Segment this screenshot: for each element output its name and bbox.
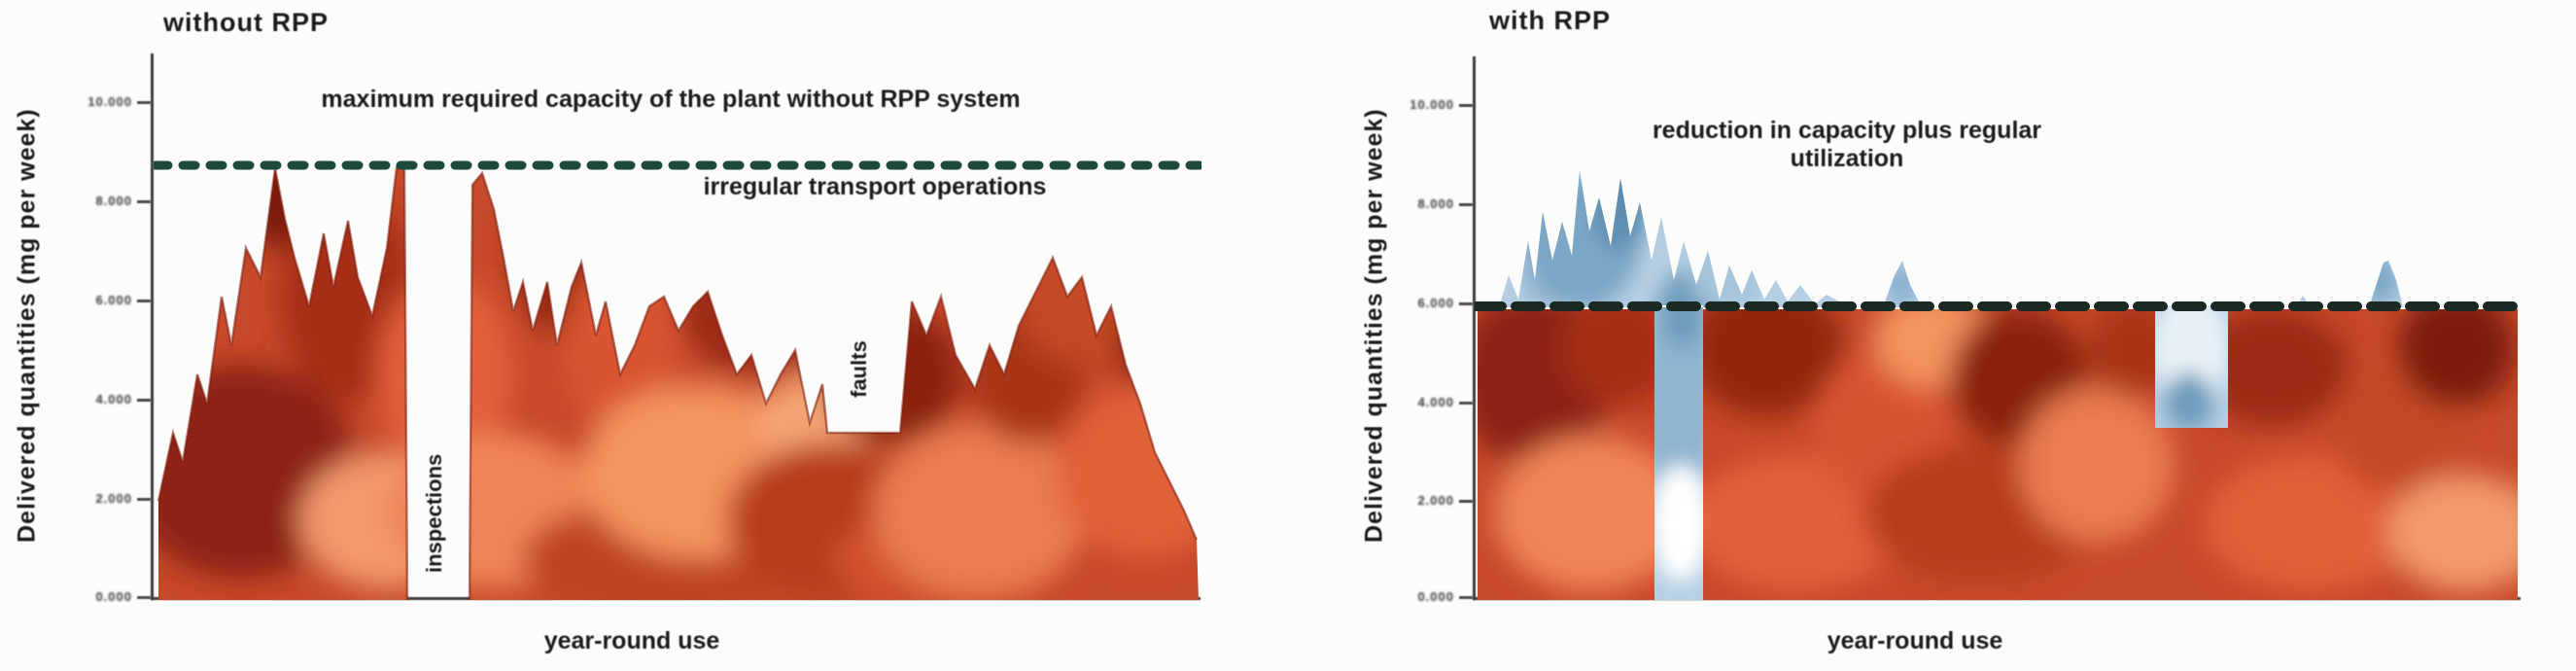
left-tick-mark (137, 200, 151, 203)
right-tick-mark (1459, 203, 1473, 206)
left-tick-mark (137, 498, 151, 501)
right-plot-area (1475, 170, 2523, 600)
right-x-axis-label: year-round use (1827, 627, 2003, 654)
left-chart-title: without RPP (163, 8, 329, 37)
left-transport-note: irregular transport operations (703, 173, 1047, 200)
red-area-left-outline (157, 163, 1199, 600)
red-area-right (1478, 309, 2518, 600)
left-y-tick-label: 6.000 (95, 293, 132, 307)
left-y-tick-label: 2.000 (95, 491, 132, 506)
right-chart-title: with RPP (1489, 6, 1612, 35)
faults-label: faults (847, 340, 871, 398)
left-y-tick-label: 8.000 (95, 194, 132, 208)
right-tick-mark (1459, 402, 1473, 405)
left-tick-mark (137, 596, 151, 599)
left-y-axis-label: Delivered quantities (mg per week) (13, 108, 41, 544)
right-y-tick-label: 8.000 (1417, 196, 1454, 211)
left-y-axis-line (151, 53, 154, 600)
right-y-axis-label: Delivered quantities (mg per week) (1360, 108, 1388, 544)
left-tick-mark (137, 300, 151, 302)
right-y-tick-label: 4.000 (1417, 395, 1454, 409)
left-capacity-note: maximum required capacity of the plant w… (321, 86, 1021, 113)
left-x-axis-label: year-round use (543, 627, 720, 654)
right-y-tick-label: 10.000 (1410, 97, 1454, 112)
right-y-tick-label: 2.000 (1417, 493, 1454, 508)
left-y-tick-label: 10.000 (87, 94, 132, 109)
right-reduction-note: reduction in capacity plus regular utili… (1652, 117, 2042, 172)
right-tick-mark (1459, 596, 1473, 599)
right-y-axis-line (1473, 56, 1476, 600)
left-y-tick-label: 0.000 (95, 589, 132, 604)
inspections-label: inspections (422, 453, 446, 573)
left-tick-mark (137, 399, 151, 402)
right-tick-mark (1459, 104, 1473, 107)
right-y-tick-label: 0.000 (1417, 589, 1454, 604)
right-tick-mark (1459, 302, 1473, 305)
right-tick-mark (1459, 500, 1473, 503)
left-plot-area (154, 160, 1201, 600)
left-y-tick-label: 4.000 (95, 392, 132, 406)
left-tick-mark (137, 101, 151, 104)
right-y-tick-label: 6.000 (1417, 296, 1454, 310)
